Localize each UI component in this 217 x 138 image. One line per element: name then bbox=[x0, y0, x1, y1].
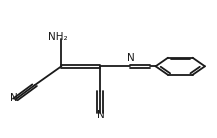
Text: N: N bbox=[10, 93, 18, 103]
Text: N: N bbox=[127, 53, 135, 63]
Text: N: N bbox=[97, 110, 105, 120]
Text: NH₂: NH₂ bbox=[48, 32, 68, 42]
